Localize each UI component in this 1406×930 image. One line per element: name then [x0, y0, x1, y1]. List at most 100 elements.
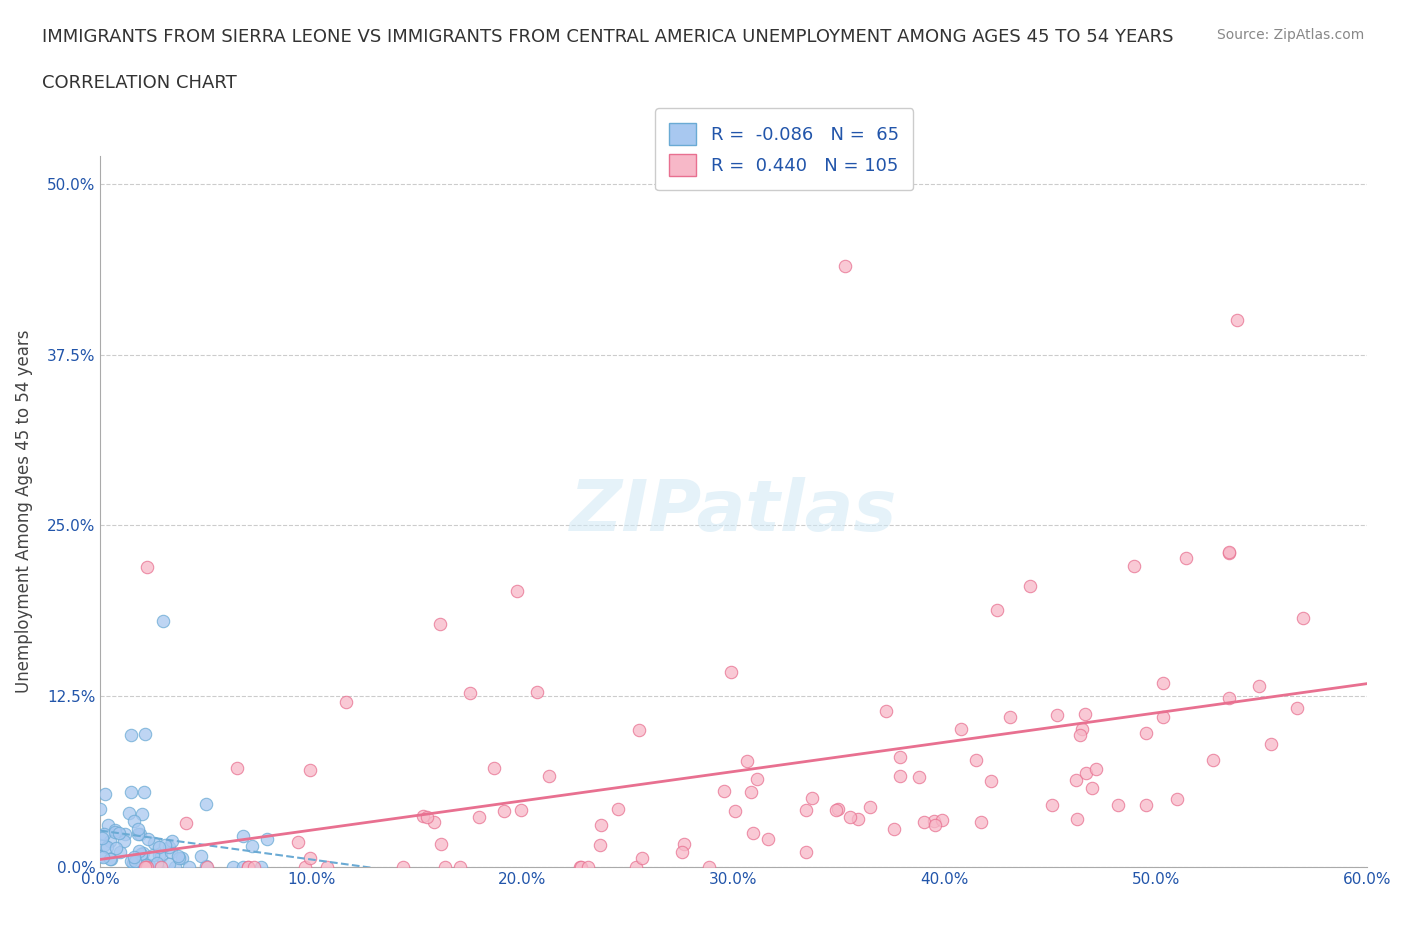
Point [128, 844, 150, 858]
Point [568, 860, 591, 875]
Point [922, 814, 945, 829]
Point [606, 802, 628, 817]
Text: CORRELATION CHART: CORRELATION CHART [42, 74, 238, 92]
Point [335, 695, 357, 710]
Point [98, 851, 121, 866]
Point [449, 860, 471, 875]
Point [1040, 798, 1063, 813]
Point [1166, 791, 1188, 806]
Point [492, 804, 515, 818]
Point [576, 860, 599, 875]
Point [1218, 690, 1240, 705]
Point [1069, 727, 1091, 742]
Point [131, 846, 153, 861]
Point [142, 848, 165, 863]
Point [1153, 710, 1175, 724]
Point [458, 685, 481, 700]
Point [190, 848, 212, 863]
Point [153, 838, 176, 853]
Point [122, 850, 145, 865]
Point [1175, 551, 1198, 565]
Point [756, 832, 779, 847]
Point [225, 761, 247, 776]
Point [135, 857, 157, 872]
Point [114, 827, 136, 842]
Point [236, 860, 259, 875]
Legend: R =  -0.086   N =  65, R =  0.440   N = 105: R = -0.086 N = 65, R = 0.440 N = 105 [655, 109, 914, 191]
Point [720, 664, 742, 679]
Point [174, 815, 197, 830]
Point [745, 772, 768, 787]
Point [124, 853, 146, 868]
Point [631, 851, 654, 866]
Point [172, 850, 194, 865]
Point [148, 847, 170, 862]
Point [299, 851, 322, 866]
Point [1260, 737, 1282, 751]
Point [794, 844, 817, 859]
Point [108, 845, 131, 860]
Point [1081, 780, 1104, 795]
Point [429, 836, 451, 851]
Point [1135, 725, 1157, 740]
Point [136, 860, 159, 875]
Point [90, 848, 112, 863]
Point [169, 851, 191, 866]
Point [127, 822, 149, 837]
Point [412, 809, 434, 824]
Point [159, 857, 181, 871]
Point [735, 753, 758, 768]
Point [671, 844, 693, 859]
Point [134, 727, 156, 742]
Point [105, 841, 128, 856]
Point [1064, 773, 1087, 788]
Point [889, 750, 911, 764]
Point [834, 259, 856, 273]
Point [315, 860, 337, 875]
Point [150, 860, 173, 875]
Point [569, 860, 592, 875]
Point [827, 802, 849, 817]
Point [875, 704, 897, 719]
Point [143, 836, 166, 851]
Point [1071, 722, 1094, 737]
Point [135, 860, 157, 875]
Point [624, 860, 647, 875]
Point [194, 797, 217, 812]
Point [510, 803, 533, 817]
Point [392, 860, 415, 875]
Point [1046, 708, 1069, 723]
Point [1152, 675, 1174, 690]
Point [434, 860, 457, 875]
Point [148, 840, 170, 855]
Point [589, 817, 612, 832]
Point [1135, 798, 1157, 813]
Point [98, 833, 121, 848]
Point [883, 821, 905, 836]
Point [287, 835, 309, 850]
Point [120, 854, 142, 869]
Point [167, 849, 190, 864]
Point [673, 837, 696, 852]
Point [741, 825, 763, 840]
Point [965, 753, 987, 768]
Point [122, 856, 145, 870]
Point [240, 839, 263, 854]
Point [429, 617, 451, 631]
Point [129, 846, 152, 861]
Point [1108, 797, 1130, 812]
Point [91, 850, 114, 865]
Point [163, 860, 186, 875]
Point [129, 826, 152, 841]
Point [740, 785, 762, 800]
Point [132, 784, 155, 799]
Point [135, 560, 157, 575]
Point [134, 860, 156, 875]
Point [118, 805, 141, 820]
Point [195, 860, 218, 875]
Point [127, 827, 149, 842]
Point [970, 815, 993, 830]
Point [89, 802, 111, 817]
Point [724, 804, 747, 818]
Point [93, 837, 115, 852]
